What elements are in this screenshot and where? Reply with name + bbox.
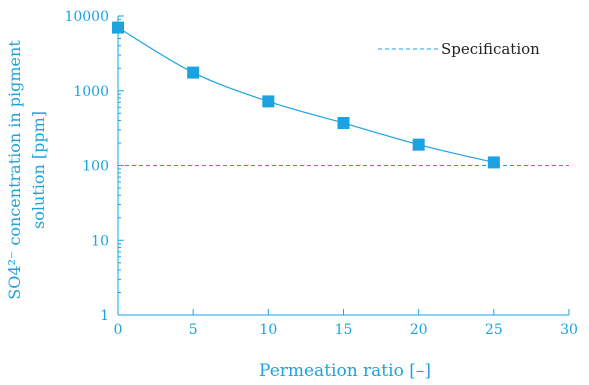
legend-label: Specification — [441, 40, 540, 58]
y-tick-label-1: 1 — [100, 308, 109, 324]
data-series — [112, 21, 500, 169]
data-point-5 — [187, 66, 200, 79]
x-tick-label-10: 10 — [259, 322, 277, 338]
data-point-20 — [412, 138, 425, 151]
x-tick-label-5: 5 — [189, 322, 198, 338]
tick-labels: 0 5 10 15 20 25 30 1 10 100 1000 10000 — [64, 9, 577, 338]
data-point-10 — [262, 95, 275, 108]
x-tick-label-30: 30 — [560, 322, 578, 338]
x-tick-label-25: 25 — [485, 322, 503, 338]
y-axis-label-line2: solution [ppm] — [29, 111, 48, 229]
x-axis-label: Permeation ratio [–] — [259, 361, 431, 381]
x-tick-label-0: 0 — [114, 322, 123, 338]
legend: Specification — [378, 40, 540, 58]
y-tick-label-100: 100 — [82, 159, 109, 175]
y-tick-label-10: 10 — [91, 233, 109, 249]
x-tick-label-15: 15 — [335, 322, 353, 338]
y-tick-label-10000: 10000 — [64, 9, 109, 25]
tick-marks — [117, 15, 570, 316]
series-line — [117, 27, 494, 163]
data-point-25 — [487, 156, 500, 169]
x-tick-label-20: 20 — [410, 322, 428, 338]
data-point-0 — [112, 21, 124, 34]
data-point-15 — [337, 117, 350, 130]
y-axis-label-line1: SO4²⁻ concentration in pigment — [5, 40, 24, 300]
y-tick-label-1000: 1000 — [73, 84, 109, 100]
